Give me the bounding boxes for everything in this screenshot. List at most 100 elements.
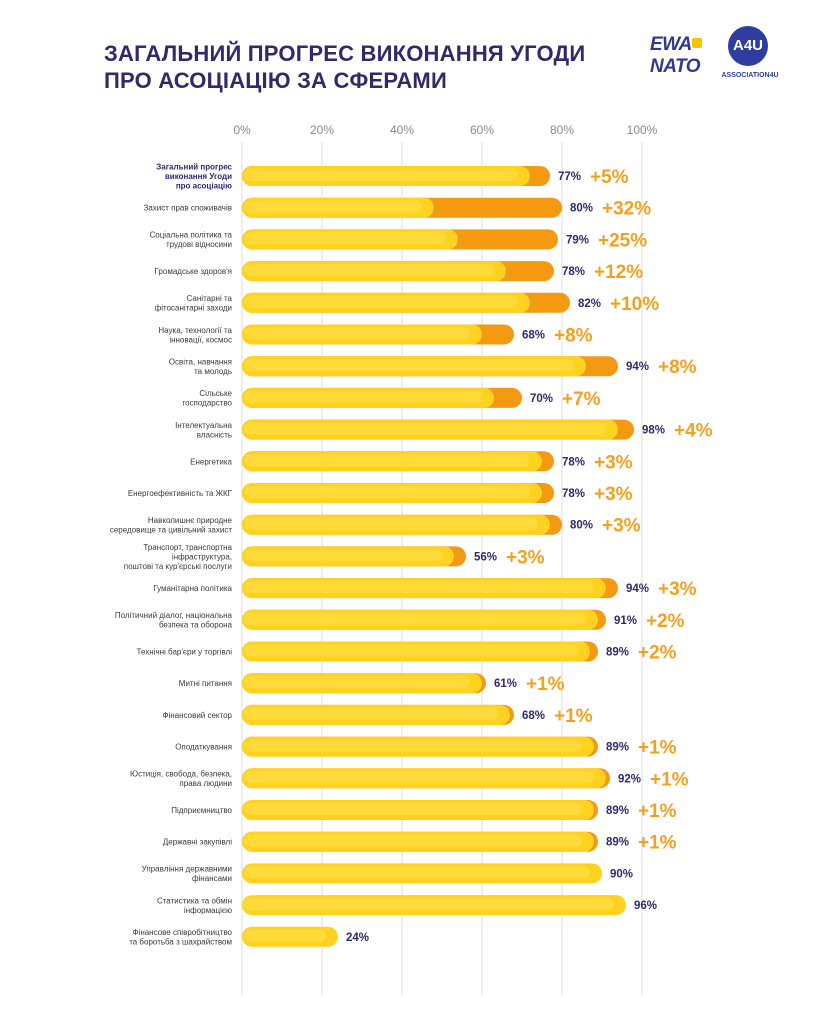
bar-base-highlight bbox=[244, 454, 530, 467]
value-label: 78% bbox=[562, 456, 585, 468]
category-label: фітосанітарні заходи bbox=[155, 304, 232, 313]
bar-base-highlight bbox=[244, 359, 574, 372]
change-label: +1% bbox=[638, 738, 677, 759]
category-label: середовище та цивільний захист bbox=[110, 525, 232, 534]
bar-base-highlight bbox=[244, 517, 538, 530]
value-label: 70% bbox=[530, 393, 553, 405]
category-label: фінансами bbox=[192, 874, 232, 883]
x-tick-label: 0% bbox=[233, 123, 251, 137]
chart-title-line-1: ЗАГАЛЬНИЙ ПРОГРЕС ВИКОНАННЯ УГОДИ bbox=[104, 41, 586, 66]
category-label: Громадське здоров'я bbox=[155, 267, 232, 276]
value-label: 89% bbox=[606, 647, 629, 659]
category-label: Транспорт, транспортна bbox=[143, 543, 232, 552]
category-label: Сільське bbox=[199, 389, 232, 398]
value-label: 96% bbox=[634, 900, 657, 912]
change-label: +10% bbox=[610, 294, 659, 315]
category-label: безпека та оборона bbox=[159, 621, 233, 630]
ewa-nato-logo: EWA NATO bbox=[648, 34, 706, 84]
change-label: +2% bbox=[646, 611, 685, 632]
bar-base-highlight bbox=[244, 739, 582, 752]
bar-base-highlight bbox=[244, 644, 578, 657]
value-label: 80% bbox=[570, 520, 593, 532]
bar-base-highlight bbox=[244, 200, 422, 213]
change-label: +5% bbox=[590, 167, 629, 188]
category-label: Освіта, навчання bbox=[169, 357, 232, 366]
bar-base-highlight bbox=[244, 834, 582, 847]
category-label: Державні закупівлі bbox=[163, 838, 232, 847]
value-label: 90% bbox=[610, 868, 633, 880]
ewa-logo-accent bbox=[692, 38, 702, 48]
change-label: +7% bbox=[562, 389, 601, 410]
value-label: 78% bbox=[562, 488, 585, 500]
category-label: Оподаткування bbox=[175, 743, 232, 752]
category-label: Фінансовий сектор bbox=[162, 711, 232, 720]
category-label: Статистика та обмін bbox=[157, 896, 232, 905]
value-label: 94% bbox=[626, 361, 649, 373]
change-label: +8% bbox=[554, 326, 593, 347]
x-tick-label: 80% bbox=[550, 123, 574, 137]
change-label: +3% bbox=[602, 516, 641, 537]
category-label: Підприємництво bbox=[171, 806, 232, 815]
bar-base-highlight bbox=[244, 581, 594, 594]
change-label: +3% bbox=[594, 484, 633, 505]
category-label: Загальний прогрес bbox=[156, 163, 232, 172]
change-label: +4% bbox=[674, 421, 713, 442]
change-label: +1% bbox=[638, 833, 677, 854]
change-label: +3% bbox=[594, 452, 633, 473]
value-label: 68% bbox=[522, 330, 545, 342]
value-label: 82% bbox=[578, 298, 601, 310]
ewa-logo-line-2: NATO bbox=[650, 56, 701, 77]
value-label: 89% bbox=[606, 742, 629, 754]
category-label: Управління державними bbox=[142, 865, 232, 874]
bar-base-highlight bbox=[244, 264, 494, 277]
category-label: Юстиція, свобода, безпека, bbox=[130, 770, 232, 779]
bar-base-highlight bbox=[244, 169, 518, 181]
chart-title-line-2: ПРО АСОЦІАЦІЮ ЗА СФЕРАМИ bbox=[104, 68, 447, 93]
bar-base-highlight bbox=[244, 612, 586, 625]
value-label: 79% bbox=[566, 234, 589, 246]
category-label: Інтелектуальна bbox=[175, 421, 232, 430]
category-label: Наука, технології та bbox=[158, 326, 232, 335]
value-label: 80% bbox=[570, 203, 593, 215]
bar-base-highlight bbox=[244, 295, 518, 308]
value-label: 61% bbox=[494, 678, 517, 690]
category-label: Енергоефективність та ЖКГ bbox=[128, 489, 233, 498]
x-tick-label: 100% bbox=[627, 123, 658, 137]
category-label: господарство bbox=[182, 399, 232, 408]
value-label: 94% bbox=[626, 583, 649, 595]
value-label: 92% bbox=[618, 773, 641, 785]
category-label: Технічні бар'єри у торгівлі bbox=[137, 648, 233, 657]
change-label: +2% bbox=[638, 643, 677, 664]
value-label: 77% bbox=[558, 171, 581, 183]
category-label: поштові та кур'єрські послуги bbox=[124, 562, 232, 571]
change-label: +3% bbox=[506, 547, 545, 568]
category-label: права людини bbox=[179, 779, 232, 788]
bar-base-highlight bbox=[244, 707, 498, 720]
category-label: власність bbox=[197, 430, 232, 439]
a4u-logo-mark: A4U bbox=[728, 26, 768, 66]
category-label: Навколишнє природне bbox=[148, 516, 233, 525]
category-label: інновації, космос bbox=[169, 335, 232, 344]
bar-base-highlight bbox=[244, 422, 606, 435]
category-label: інформацією bbox=[184, 906, 232, 915]
change-label: +25% bbox=[598, 230, 647, 251]
bar-base-highlight bbox=[244, 549, 442, 562]
category-label: Митні питання bbox=[179, 679, 232, 688]
x-tick-label: 40% bbox=[390, 123, 414, 137]
change-label: +1% bbox=[638, 801, 677, 822]
category-label: про асоціацію bbox=[176, 182, 232, 191]
a4u-logo-text: ASSOCIATION4U bbox=[721, 72, 779, 79]
category-label: Фінансове співробітництво bbox=[132, 928, 232, 937]
value-label: 24% bbox=[346, 932, 369, 944]
category-label: Енергетика bbox=[190, 457, 232, 466]
bar-base-highlight bbox=[244, 486, 530, 498]
bar-base-highlight bbox=[244, 232, 446, 245]
change-label: +8% bbox=[658, 357, 697, 378]
category-label: та молодь bbox=[194, 367, 232, 376]
association4u-logo: A4U ASSOCIATION4U bbox=[714, 26, 786, 86]
category-label: Соціальна політика та bbox=[149, 231, 232, 240]
category-label: Гуманітарна політика bbox=[153, 584, 232, 593]
bar-base-highlight bbox=[244, 929, 326, 942]
bar-base-highlight bbox=[244, 327, 470, 340]
